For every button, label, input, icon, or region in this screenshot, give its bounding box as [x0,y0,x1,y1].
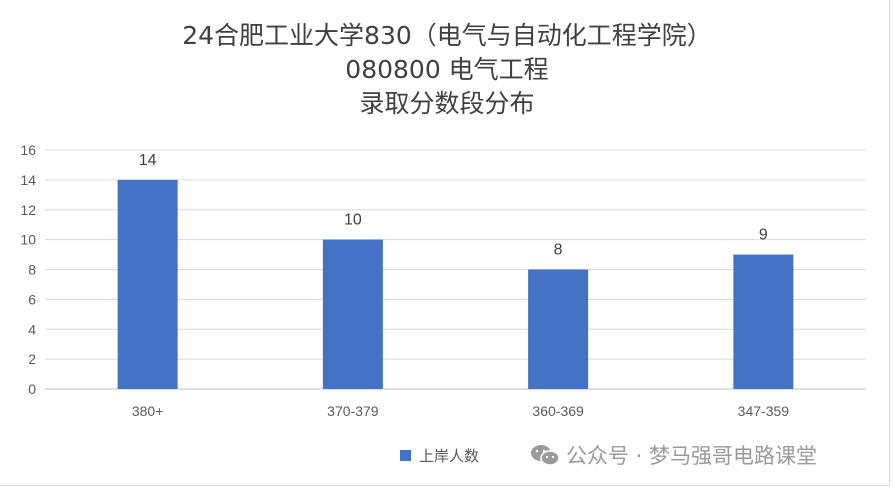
legend-label: 上岸人数 [419,447,480,465]
y-tick-label: 14 [20,172,36,188]
y-tick-label: 2 [28,351,36,367]
y-tick-label: 16 [20,142,36,158]
watermark: 公众号 · 梦马强哥电路课堂 [530,440,817,470]
y-tick-label: 4 [28,321,36,337]
bar [322,239,383,389]
legend-swatch [400,450,411,461]
x-tick-label: 360-369 [532,403,584,419]
chart-title-line-1: 24合肥工业大学830（电气与自动化工程学院） [182,21,712,50]
wechat-icon [530,444,560,466]
data-label: 8 [554,242,563,259]
y-tick-label: 6 [28,291,36,307]
data-label: 14 [139,152,157,169]
data-label: 9 [759,227,768,244]
y-tick-label: 8 [28,262,36,278]
watermark-text: 公众号 · 梦马强哥电路课堂 [566,444,818,468]
x-tick-label: 347-359 [738,403,790,419]
y-tick-label: 0 [28,381,36,397]
legend: 上岸人数 [400,445,479,466]
x-tick-label: 370-379 [327,403,379,419]
chart-title-line-2: 080800 电气工程 [345,55,549,84]
y-tick-label: 10 [20,232,36,248]
data-label: 10 [344,212,362,229]
bar [117,179,178,389]
bar [528,269,589,389]
chart-title-line-3: 录取分数段分布 [359,89,535,118]
bar [733,254,794,389]
y-tick-label: 12 [20,202,36,218]
x-tick-label: 380+ [132,403,164,419]
